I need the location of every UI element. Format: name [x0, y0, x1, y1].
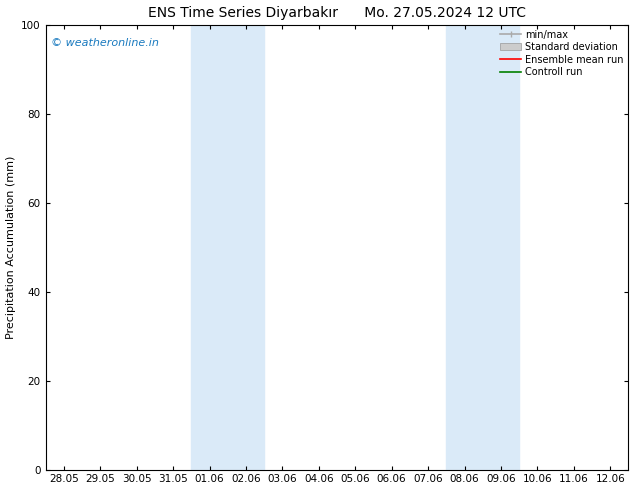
Title: ENS Time Series Diyarbakır      Mo. 27.05.2024 12 UTC: ENS Time Series Diyarbakır Mo. 27.05.202…: [148, 5, 526, 20]
Bar: [446, 25, 519, 469]
Legend: min/max, Standard deviation, Ensemble mean run, Controll run: min/max, Standard deviation, Ensemble me…: [498, 28, 626, 79]
Text: © weatheronline.in: © weatheronline.in: [51, 38, 159, 48]
Bar: [191, 25, 264, 469]
Y-axis label: Precipitation Accumulation (mm): Precipitation Accumulation (mm): [6, 155, 16, 339]
